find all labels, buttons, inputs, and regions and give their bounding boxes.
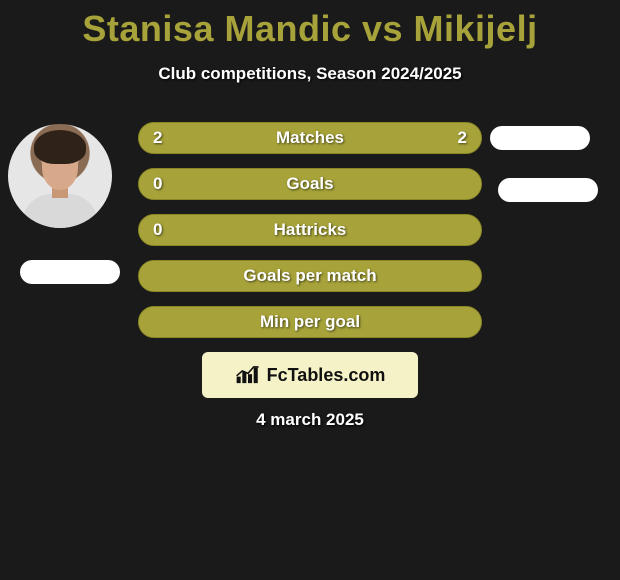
stat-row: Min per goal	[138, 306, 482, 338]
stat-row: 2 2 Matches	[138, 122, 482, 154]
brand-logo-box: FcTables.com	[202, 352, 418, 398]
stat-row: 0 Goals	[138, 168, 482, 200]
stat-label: Goals per match	[243, 266, 376, 286]
player-name-chip-left	[20, 260, 120, 284]
date-label: 4 march 2025	[256, 410, 364, 430]
page-title: Stanisa Mandic vs Mikijelj	[0, 0, 620, 50]
stat-row: 0 Hattricks	[138, 214, 482, 246]
player-name-chip-right-2	[498, 178, 598, 202]
player-name-chip-right-1	[490, 126, 590, 150]
stat-label: Hattricks	[274, 220, 347, 240]
stat-label: Matches	[276, 128, 344, 148]
stat-row: Goals per match	[138, 260, 482, 292]
stat-label: Goals	[286, 174, 333, 194]
stat-label: Min per goal	[260, 312, 360, 332]
stat-value-left: 2	[153, 128, 162, 148]
subtitle: Club competitions, Season 2024/2025	[0, 64, 620, 84]
brand-logo-text: FcTables.com	[267, 365, 386, 386]
player-avatar-left	[8, 124, 112, 228]
stat-value-left: 0	[153, 174, 162, 194]
stat-value-left: 0	[153, 220, 162, 240]
stat-rows: 2 2 Matches 0 Goals 0 Hattricks Goals per match…	[138, 122, 482, 352]
bar-chart-icon	[235, 364, 261, 386]
comparison-card: Stanisa Mandic vs Mikijelj Club competit…	[0, 0, 620, 580]
stat-value-right: 2	[458, 128, 467, 148]
